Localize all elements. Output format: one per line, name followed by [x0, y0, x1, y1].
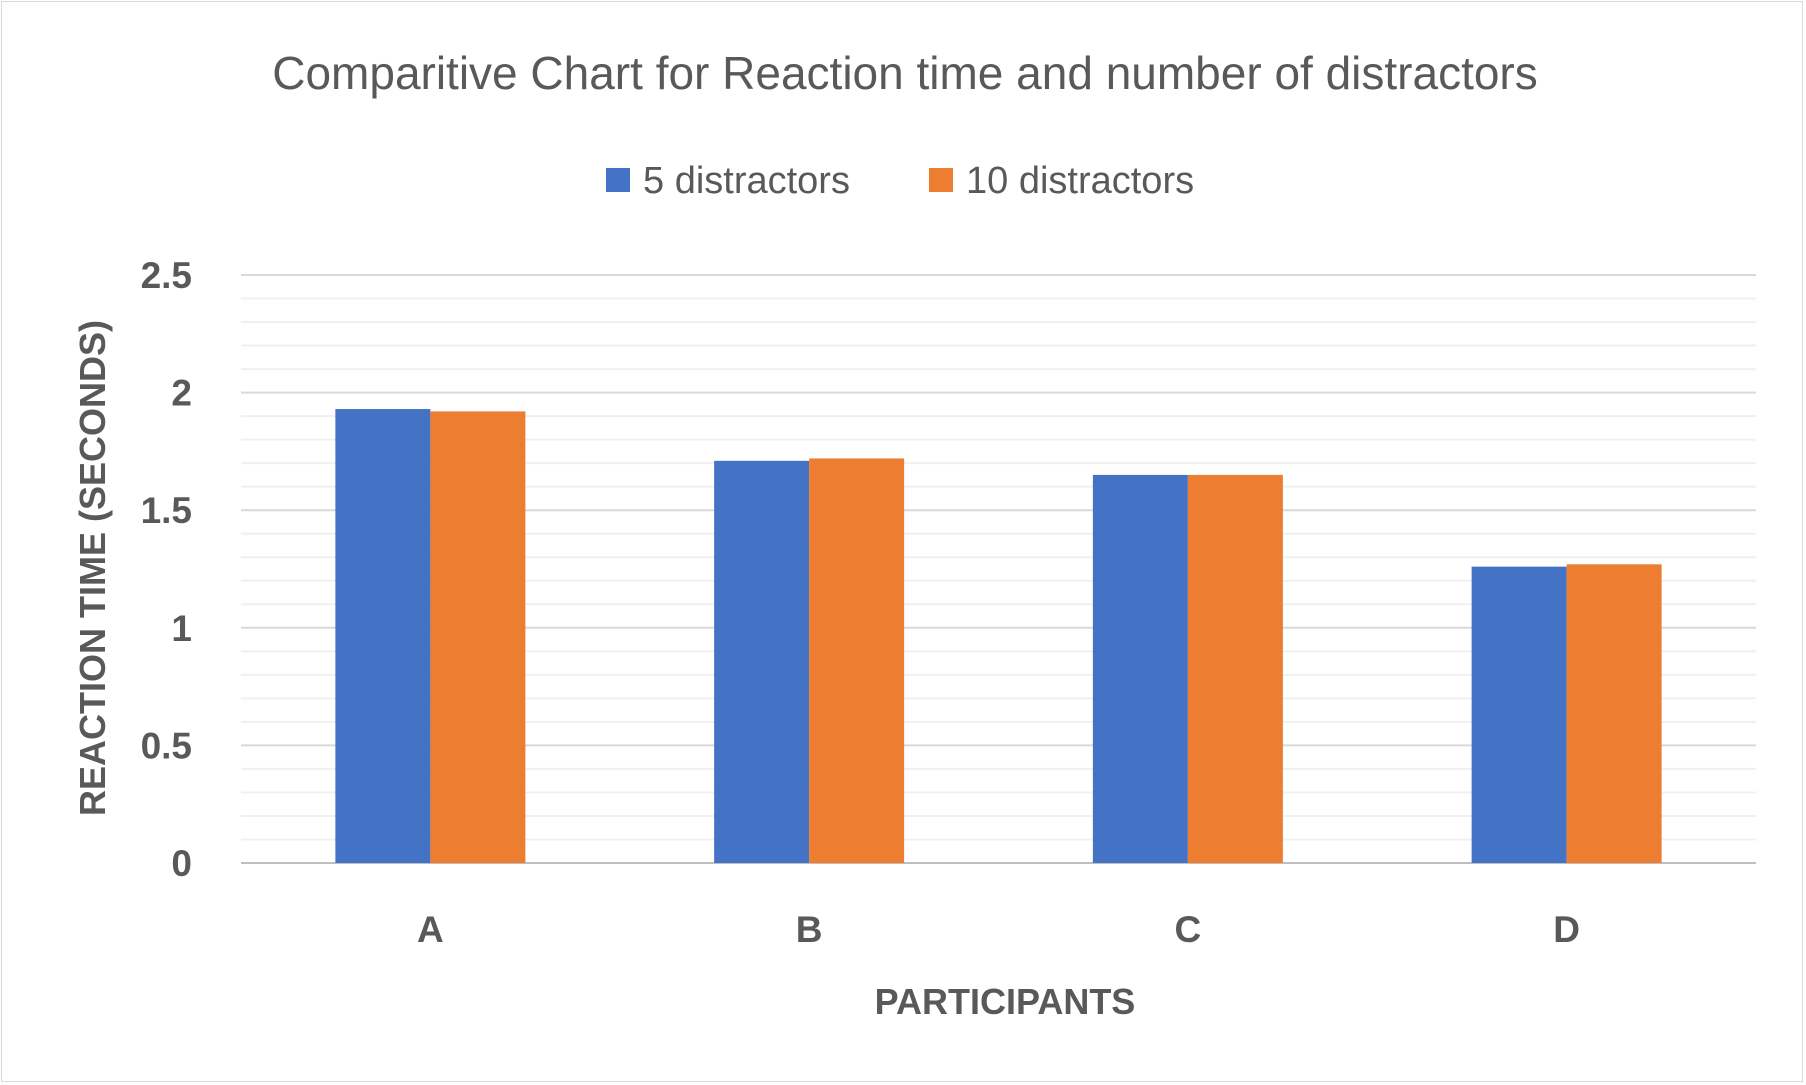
x-tick-label: A [417, 909, 444, 950]
bar-D-10-distractors [1566, 564, 1662, 863]
y-tick-label: 0.5 [141, 725, 192, 766]
legend-label-5-distractors: 5 distractors [643, 160, 850, 202]
y-tick-label: 0 [171, 843, 192, 884]
legend: 5 distractors 10 distractors [606, 160, 1194, 202]
bar-A-10-distractors [430, 411, 526, 863]
y-tick-label: 2.5 [141, 255, 192, 296]
bar-D-5-distractors [1471, 566, 1567, 863]
bar-B-10-distractors [809, 458, 905, 863]
x-axis-ticks: A B C D [417, 909, 1580, 950]
bar-C-5-distractors [1092, 474, 1188, 863]
y-tick-label: 1.5 [141, 490, 192, 531]
y-tick-label: 1 [171, 608, 192, 649]
bar-B-5-distractors [714, 460, 810, 863]
legend-label-10-distractors: 10 distractors [966, 160, 1194, 202]
bars [335, 409, 1662, 863]
x-tick-label: D [1553, 909, 1580, 950]
x-axis-title: PARTICIPANTS [875, 981, 1136, 1022]
legend-swatch-5-distractors [606, 168, 630, 192]
y-axis-title: REACTION TIME (SECONDS) [72, 320, 113, 816]
legend-swatch-10-distractors [929, 168, 953, 192]
y-tick-label: 2 [171, 373, 192, 414]
bar-C-10-distractors [1187, 474, 1283, 863]
y-axis-ticks: 0 0.5 1 1.5 2 2.5 [141, 255, 192, 884]
bar-A-5-distractors [335, 409, 431, 863]
chart-title: Comparitive Chart for Reaction time and … [272, 47, 1538, 99]
x-tick-label: C [1175, 909, 1202, 950]
x-tick-label: B [796, 909, 823, 950]
